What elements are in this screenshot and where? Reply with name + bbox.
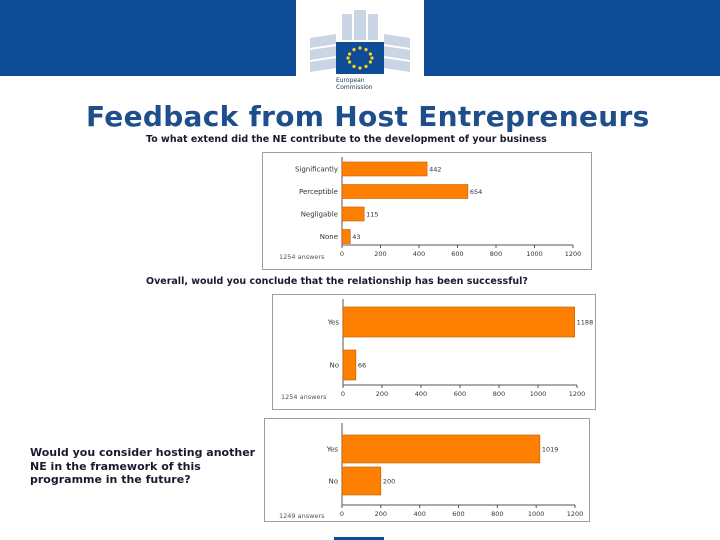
- chart2-question: Overall, would you conclude that the rel…: [146, 276, 528, 287]
- chart2-svg: Yes 1188 No 66 0 200 400 600 800 1000 1200 1254 ans…: [281, 299, 594, 401]
- chart1-svg: Significantly 442 Perceptible 654 Negligable…: [279, 157, 582, 261]
- chart1-category-label: Negligable: [301, 211, 338, 219]
- chart1-value-label: 654: [470, 188, 482, 196]
- chart1-tick-label: 0: [340, 250, 344, 258]
- chart3-tick-label: 200: [375, 510, 387, 518]
- chart3-bar: [341, 466, 382, 496]
- chart1-value-label: 442: [429, 166, 441, 174]
- chart1-panel: Significantly 442 Perceptible 654 Negligable…: [262, 152, 592, 270]
- chart2-tick-label: 1000: [530, 390, 547, 398]
- footer-accent-bar: [334, 537, 384, 540]
- chart3-bar: [341, 434, 541, 464]
- chart2-bar: [342, 349, 357, 381]
- chart1-tick-label: 1200: [565, 250, 582, 258]
- chart1-question: To what extend did the NE contribute to …: [146, 134, 547, 145]
- chart1-category-label: Perceptible: [299, 188, 338, 196]
- chart1-bar: [341, 184, 469, 199]
- eu-stars: [346, 46, 374, 70]
- chart3-value-label: 200: [383, 478, 395, 486]
- chart1-category-label: None: [320, 233, 338, 241]
- chart3-svg: Yes 1019 No 200 0 200 400 600 800 1000 1200 1249 an…: [279, 423, 584, 520]
- chart2-category-label: Yes: [327, 319, 340, 327]
- chart2-answers-note: 1254 answers: [281, 393, 327, 401]
- chart2-bar: [342, 306, 575, 338]
- chart3-answers-note: 1249 answers: [279, 512, 325, 520]
- logo-text-line1: European: [336, 77, 365, 84]
- chart3-category-label: No: [328, 478, 338, 486]
- chart2-tick-label: 400: [415, 390, 427, 398]
- chart3-panel: Yes 1019 No 200 0 200 400 600 800 1000 1200 1249 an…: [264, 418, 590, 522]
- side-question: Would you consider hosting another NE in…: [30, 446, 256, 486]
- slide-title: Feedback from Host Entrepreneurs: [86, 100, 650, 133]
- chart2-value-label: 1188: [577, 319, 594, 327]
- chart2-tick-label: 600: [454, 390, 466, 398]
- ec-logo: European Commission: [296, 0, 424, 100]
- chart3-tick-label: 400: [413, 510, 425, 518]
- chart1-bar: [341, 206, 365, 222]
- chart1-category-label: Significantly: [295, 166, 338, 174]
- logo-text-line2: Commission: [336, 84, 373, 91]
- chart2-tick-label: 0: [341, 390, 345, 398]
- chart1-value-label: 115: [366, 211, 378, 219]
- chart1-answers-note: 1254 answers: [279, 253, 325, 261]
- chart1-tick-label: 600: [451, 250, 463, 258]
- chart3-tick-label: 1200: [567, 510, 584, 518]
- chart2-category-label: No: [329, 362, 339, 370]
- chart3-tick-label: 800: [491, 510, 503, 518]
- chart3-category-label: Yes: [326, 446, 339, 454]
- chart1-bar: [341, 229, 351, 244]
- chart2-tick-label: 1200: [569, 390, 586, 398]
- chart1-tick-label: 800: [490, 250, 502, 258]
- ec-building-emblem: European Commission: [310, 10, 410, 91]
- chart3-tick-label: 600: [452, 510, 464, 518]
- chart1-bar: [341, 161, 428, 177]
- chart1-tick-label: 200: [374, 250, 386, 258]
- chart2-tick-label: 800: [493, 390, 505, 398]
- chart3-tick-label: 1000: [528, 510, 545, 518]
- chart2-panel: Yes 1188 No 66 0 200 400 600 800 1000 1200 1254 ans…: [272, 294, 596, 410]
- chart2-tick-label: 200: [376, 390, 388, 398]
- chart1-tick-label: 400: [413, 250, 425, 258]
- chart3-value-label: 1019: [542, 446, 559, 454]
- chart3-tick-label: 0: [340, 510, 344, 518]
- chart2-value-label: 66: [358, 362, 366, 370]
- chart1-tick-label: 1000: [526, 250, 543, 258]
- chart1-value-label: 43: [352, 233, 360, 241]
